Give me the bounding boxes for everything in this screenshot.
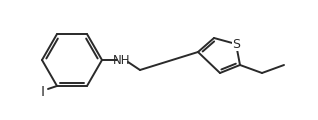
Text: S: S: [232, 37, 240, 51]
Text: I: I: [41, 85, 45, 99]
Text: NH: NH: [113, 54, 131, 66]
